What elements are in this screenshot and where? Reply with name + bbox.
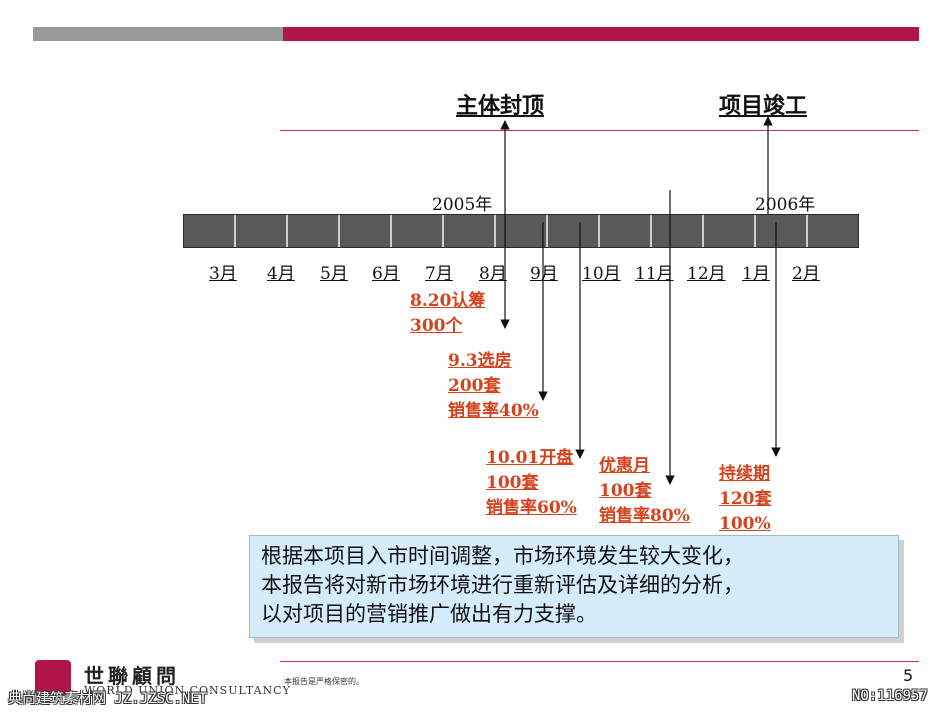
milestone-topping-out: 主体封顶: [456, 94, 545, 119]
event-continuation: 持续期 120套 100%: [719, 462, 772, 537]
month-label: 7月: [425, 264, 453, 284]
event-line: 100套: [486, 473, 539, 493]
month-label: 1月: [742, 264, 770, 284]
event-line: 9.3选房: [448, 351, 512, 371]
event-discount-month: 优惠月 100套 销售率80%: [599, 454, 690, 529]
event-selection: 9.3选房 200套 销售率40%: [448, 349, 539, 424]
year-label-2005: 2005年: [432, 195, 493, 215]
timeline-segment: [236, 215, 288, 247]
logo-seal-icon: [35, 660, 71, 696]
event-line: 300个: [410, 316, 463, 336]
header-bar-gray: [33, 27, 283, 41]
timeline-segment: [444, 215, 496, 247]
month-label: 9月: [530, 264, 558, 284]
event-line: 100%: [719, 514, 771, 534]
callout-line: 根据本项目入市时间调整，市场环境发生较大变化，: [261, 544, 744, 568]
logo-text-cn: 世聯顧問: [84, 664, 180, 688]
timeline-segment: [652, 215, 704, 247]
event-subscription: 8.20认筹 300个: [410, 289, 485, 339]
timeline-segment: [392, 215, 444, 247]
event-line: 优惠月: [599, 456, 650, 476]
timeline-segment: [340, 215, 392, 247]
milestone-divider: [280, 130, 919, 131]
milestone-completion: 项目竣工: [719, 94, 808, 119]
month-label: 8月: [479, 264, 507, 284]
event-line: 持续期: [719, 464, 770, 484]
timeline-segment: [600, 215, 652, 247]
timeline-segment: [184, 215, 236, 247]
timeline-segment: [756, 215, 808, 247]
month-label: 11月: [635, 264, 674, 284]
page-number: 5: [903, 666, 914, 685]
logo-text-en: WORLD UNION CONSULTANCY: [84, 684, 291, 697]
timeline-bar: [183, 214, 859, 248]
summary-callout: 根据本项目入市时间调整，市场环境发生较大变化， 本报告将对新市场环境进行重新评估…: [249, 535, 899, 638]
event-opening: 10.01开盘 100套 销售率60%: [486, 446, 577, 521]
event-line: 销售率40%: [448, 401, 539, 421]
year-label-2006: 2006年: [755, 195, 816, 215]
month-label: 10月: [582, 264, 621, 284]
header-bar-red: [283, 27, 919, 41]
timeline-segment: [288, 215, 340, 247]
event-line: 销售率60%: [486, 498, 577, 518]
event-line: 10.01开盘: [486, 448, 574, 468]
month-label: 2月: [792, 264, 820, 284]
month-label: 4月: [267, 264, 295, 284]
event-line: 120套: [719, 489, 772, 509]
event-line: 100套: [599, 481, 652, 501]
timeline-segment: [704, 215, 756, 247]
watermark-left: 典尚建筑素材网 JZ.JZSC.NET: [8, 691, 208, 707]
timeline-segment: [496, 215, 548, 247]
month-label: 5月: [320, 264, 348, 284]
month-label: 3月: [209, 264, 237, 284]
watermark-right: NO:116957: [852, 688, 928, 704]
event-line: 8.20认筹: [410, 291, 486, 311]
event-line: 200套: [448, 376, 501, 396]
timeline-segment: [548, 215, 600, 247]
footer-divider: [280, 661, 919, 662]
callout-line: 本报告将对新市场环境进行重新评估及详细的分析，: [261, 573, 744, 597]
month-label: 6月: [372, 264, 400, 284]
event-line: 销售率80%: [599, 506, 690, 526]
month-label: 12月: [687, 264, 726, 284]
confidential-note: 本报告是严格保密的。: [284, 677, 364, 686]
callout-line: 以对项目的营销推广做出有力支撑。: [261, 602, 597, 626]
